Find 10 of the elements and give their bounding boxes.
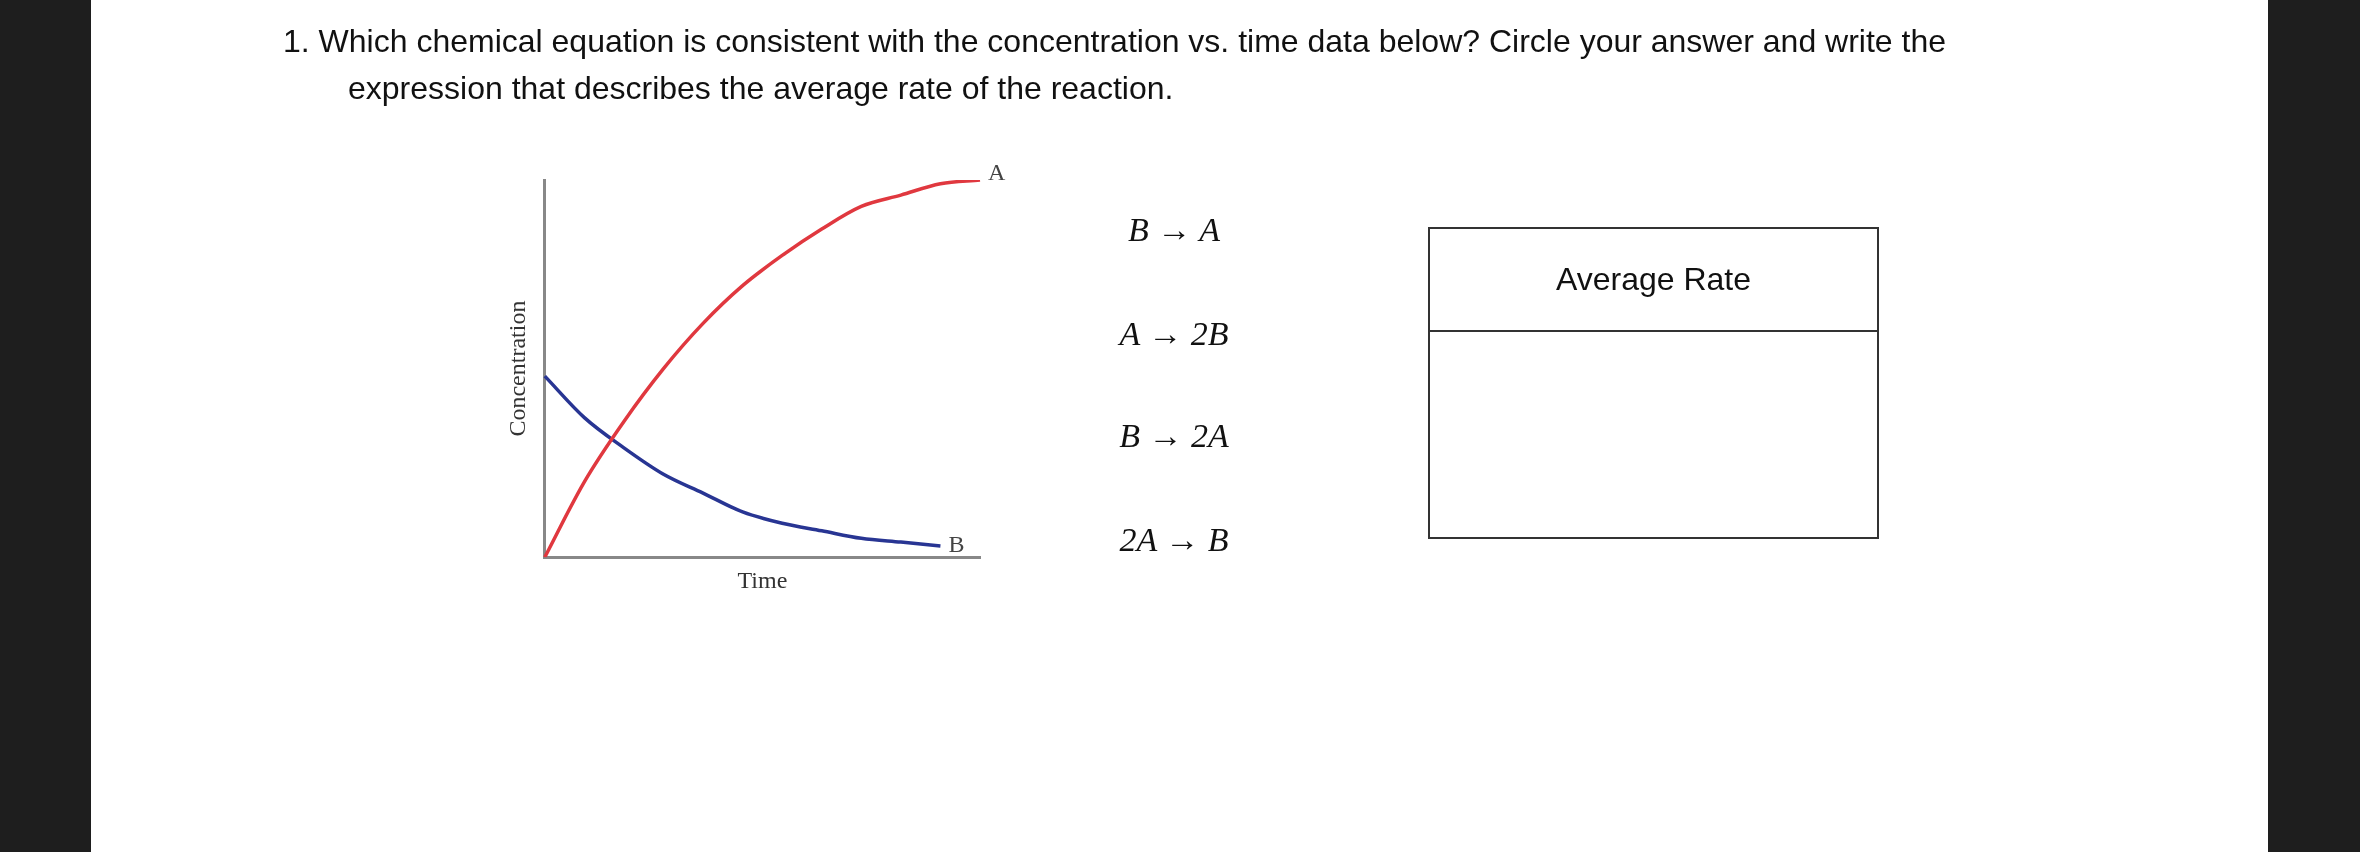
- answer-box: Average Rate: [1428, 227, 1879, 539]
- text: 1. Which chemical equation is consistent with the concentration vs. time data below? Circle your answer and write the expression that describes the average rate of the reaction.: [283, 22, 1948, 108]
- series-label: A: [988, 159, 1006, 186]
- y-axis-title: Concentration: [503, 300, 530, 437]
- series-label: B: [948, 531, 965, 558]
- text: 2A → B: [1119, 521, 1229, 559]
- text: B → 2A: [1119, 417, 1229, 455]
- x-axis-title: Time: [737, 566, 788, 593]
- text: A → 2B: [1119, 315, 1229, 353]
- text: B → A: [1128, 211, 1220, 249]
